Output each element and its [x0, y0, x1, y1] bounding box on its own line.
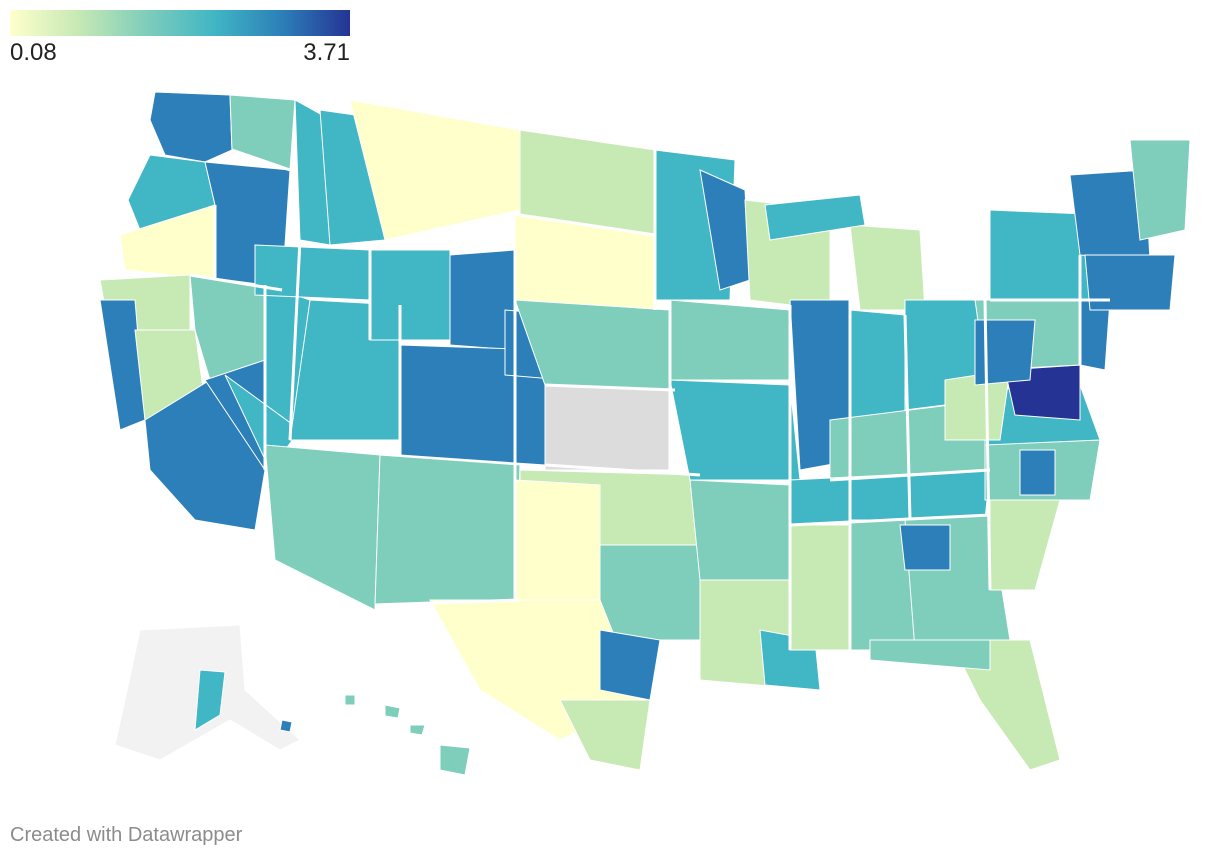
state-border-line [288, 239, 302, 441]
map-regions [99, 91, 1191, 776]
region-pennsylvania-west [974, 319, 1036, 386]
region-north-carolina-central [1019, 449, 1056, 496]
legend-max-label: 3.71 [303, 39, 350, 66]
region-maine [1129, 139, 1191, 241]
state-border-line [983, 299, 992, 591]
region-arizona [264, 444, 381, 611]
region-missouri [669, 379, 801, 481]
region-wyoming-west [369, 249, 451, 341]
region-florida-panhandle [869, 639, 991, 671]
region-michigan-upper [764, 194, 866, 241]
region-florida [949, 639, 1061, 771]
color-legend: 0.08 3.71 [10, 10, 350, 66]
region-alaska-southeast [194, 669, 226, 731]
region-south-carolina [989, 494, 1061, 591]
state-border-line [374, 598, 521, 607]
datawrapper-credit: Created with Datawrapper [10, 824, 243, 846]
region-texas-south [559, 699, 651, 771]
region-georgia-atlanta [899, 524, 951, 571]
legend-min-label: 0.08 [10, 39, 57, 66]
region-mississippi [789, 524, 851, 651]
state-border-line [189, 273, 283, 292]
state-border-line [789, 513, 991, 527]
state-border-line [544, 463, 701, 477]
region-kansas [544, 384, 671, 471]
state-border-line [544, 383, 676, 392]
state-border-line [903, 314, 912, 521]
region-washington-east [229, 94, 296, 171]
legend-gradient-bar [10, 10, 350, 36]
us-choropleth-map [99, 91, 1191, 776]
state-borders [189, 148, 1110, 650]
region-massachusetts-ct [1084, 254, 1176, 311]
region-texas-houston [599, 629, 661, 701]
region-idaho-south [254, 244, 371, 301]
region-hawaii-islands [344, 694, 471, 776]
region-arkansas [689, 479, 791, 581]
state-border-line [231, 148, 291, 172]
region-new-mexico [374, 454, 521, 606]
region-michigan-lower [849, 224, 926, 311]
state-border-line [829, 468, 991, 482]
region-alaska-southeast-small [279, 719, 293, 733]
state-border-line [519, 213, 656, 237]
region-iowa [669, 299, 791, 381]
region-washington-west [149, 91, 233, 163]
region-texas-panhandle [514, 479, 601, 601]
region-texas-north [599, 544, 706, 641]
